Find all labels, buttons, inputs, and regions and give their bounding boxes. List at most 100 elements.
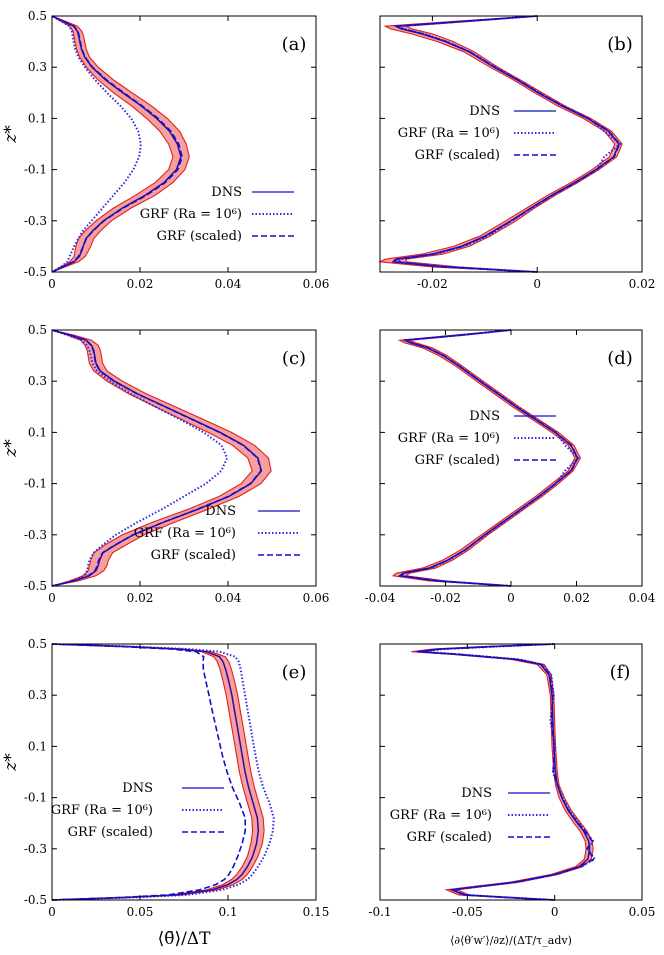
series-grf-scaled-line xyxy=(418,643,596,901)
legend-label: GRF (Ra = 10⁶) xyxy=(134,526,236,541)
y-tick-label: 0.1 xyxy=(28,111,47,125)
series-dns-line xyxy=(398,329,579,587)
x-axis-label: ⟨θ̄⟩/ΔT xyxy=(158,929,212,949)
x-tick-label: 0.05 xyxy=(629,905,656,919)
x-tick-label: 0.15 xyxy=(303,905,330,919)
x-tick-label: 0.02 xyxy=(127,591,154,605)
legend-label: GRF (scaled) xyxy=(415,453,500,468)
series-grf-scaled-line xyxy=(51,329,262,587)
series-dns-line xyxy=(391,15,620,273)
panel-f: -0.1 -0.05 0 0.05 (f) DNS GRF (Ra = 10⁶) GRF (s… xyxy=(368,643,656,947)
legend-label: GRF (Ra = 10⁶) xyxy=(51,803,153,818)
plot-frame xyxy=(51,643,317,901)
series-grf-ra-line xyxy=(394,15,622,273)
x-tick-label: 0.06 xyxy=(303,591,330,605)
y-tick-label: -0.3 xyxy=(24,528,47,542)
series-dns-line xyxy=(51,329,263,587)
uncertainty-band xyxy=(51,643,265,901)
y-tick-label: -0.3 xyxy=(24,842,47,856)
y-tick-label: 0.5 xyxy=(28,637,47,651)
y-tick-label: -0.5 xyxy=(24,265,47,279)
x-tick-label: 0 xyxy=(551,905,559,919)
x-tick-label: 0.02 xyxy=(563,591,590,605)
x-tick-label: 0 xyxy=(48,591,56,605)
x-tick-label: 0.1 xyxy=(218,905,237,919)
x-tick-label: 0 xyxy=(533,277,541,291)
x-tick-label: 0.02 xyxy=(629,277,656,291)
y-tick-label: -0.5 xyxy=(24,579,47,593)
series-grf-ra-line xyxy=(420,643,597,901)
band-mean-line xyxy=(391,15,620,273)
panel-d: -0.04 -0.02 0 0.02 0.04 (d) DNS GRF (Ra = 10⁶) G… xyxy=(365,329,656,605)
x-tick-label: 0.06 xyxy=(303,277,330,291)
series-grf-scaled-line xyxy=(393,15,621,273)
x-tick-label: 0 xyxy=(507,591,515,605)
y-tick-label: 0.5 xyxy=(28,323,47,337)
y-tick-label: -0.3 xyxy=(24,214,47,228)
y-tick-label: 0.1 xyxy=(28,739,47,753)
series-grf-ra-line xyxy=(51,329,229,587)
panel-label: (a) xyxy=(282,34,307,55)
legend-label: DNS xyxy=(211,185,242,200)
y-tick-label: -0.5 xyxy=(24,893,47,907)
y-tick-label: -0.1 xyxy=(24,477,47,491)
x-tick-label: 0.02 xyxy=(127,277,154,291)
x-tick-label: 0 xyxy=(48,277,56,291)
panel-label: (b) xyxy=(607,34,633,55)
x-tick-label: -0.04 xyxy=(365,591,396,605)
legend-label: DNS xyxy=(469,409,500,424)
legend-label: GRF (scaled) xyxy=(157,229,242,244)
y-axis-label: z* xyxy=(1,125,21,144)
x-tick-label: 0.04 xyxy=(215,591,242,605)
y-tick-label: 0.5 xyxy=(28,9,47,23)
series-dns-line xyxy=(51,643,259,901)
y-axis-label: z* xyxy=(1,753,21,772)
y-tick-label: 0.1 xyxy=(28,425,47,439)
y-tick-label: 0.3 xyxy=(28,60,47,74)
legend-label: GRF (scaled) xyxy=(415,148,500,163)
panel-b: -0.02 0 0.02 (b) DNS GRF (Ra = 10⁶) GRF (scale… xyxy=(378,15,656,291)
y-tick-label: -0.1 xyxy=(24,163,47,177)
x-tick-label: 0.04 xyxy=(215,277,242,291)
legend-label: GRF (scaled) xyxy=(407,830,492,845)
panel-a: 0 0.02 0.04 0.06 0.5 0.3 0.1 -0.1 -0.3 -0.5 (a) DNS… xyxy=(1,9,329,291)
band-mean-line xyxy=(416,643,591,901)
x-tick-label: 0 xyxy=(48,905,56,919)
legend-label: DNS xyxy=(122,781,153,796)
y-tick-label: -0.1 xyxy=(24,791,47,805)
panel-e: 0 0.05 0.1 0.15 0.5 0.3 0.1 -0.1 -0.3 -0.5 (e) DNS G… xyxy=(1,637,329,949)
y-tick-label: 0.3 xyxy=(28,688,47,702)
x-tick-label: 0.05 xyxy=(127,905,154,919)
panel-label: (e) xyxy=(282,662,307,683)
plot-frame xyxy=(51,329,317,587)
x-tick-label: -0.02 xyxy=(430,591,461,605)
legend-label: GRF (scaled) xyxy=(151,548,236,563)
uncertainty-band xyxy=(378,15,623,273)
y-tick-label: 0.3 xyxy=(28,374,47,388)
series-dns-line xyxy=(51,15,182,273)
legend-label: DNS xyxy=(469,104,500,119)
legend-label: DNS xyxy=(205,504,236,519)
legend-label: GRF (Ra = 10⁶) xyxy=(140,207,242,222)
legend-label: GRF (Ra = 10⁶) xyxy=(390,808,492,823)
legend-label: DNS xyxy=(461,786,492,801)
y-axis-label: z* xyxy=(1,439,21,458)
series-grf-scaled-line xyxy=(51,643,246,901)
legend-label: GRF (scaled) xyxy=(68,825,153,840)
panel-label: (d) xyxy=(607,348,633,369)
x-axis-label: ⟨∂⟨θ′w′⟩/∂z⟩/(ΔT/τ_adv) xyxy=(450,934,572,947)
panel-label: (c) xyxy=(282,348,306,369)
plot-frame xyxy=(379,643,643,901)
plot-frame xyxy=(51,15,317,273)
panel-label: (f) xyxy=(610,662,631,683)
legend-label: GRF (Ra = 10⁶) xyxy=(398,126,500,141)
series-dns-line xyxy=(416,643,591,901)
series-grf-ra-line xyxy=(51,643,275,901)
x-tick-label: -0.1 xyxy=(368,905,391,919)
x-tick-label: -0.05 xyxy=(452,905,483,919)
panel-c: 0 0.02 0.04 0.06 0.5 0.3 0.1 -0.1 -0.3 -0.5 (c) DNS… xyxy=(1,323,329,605)
legend-label: GRF (Ra = 10⁶) xyxy=(398,431,500,446)
x-tick-label: 0.04 xyxy=(629,591,656,605)
uncertainty-band xyxy=(411,643,594,901)
